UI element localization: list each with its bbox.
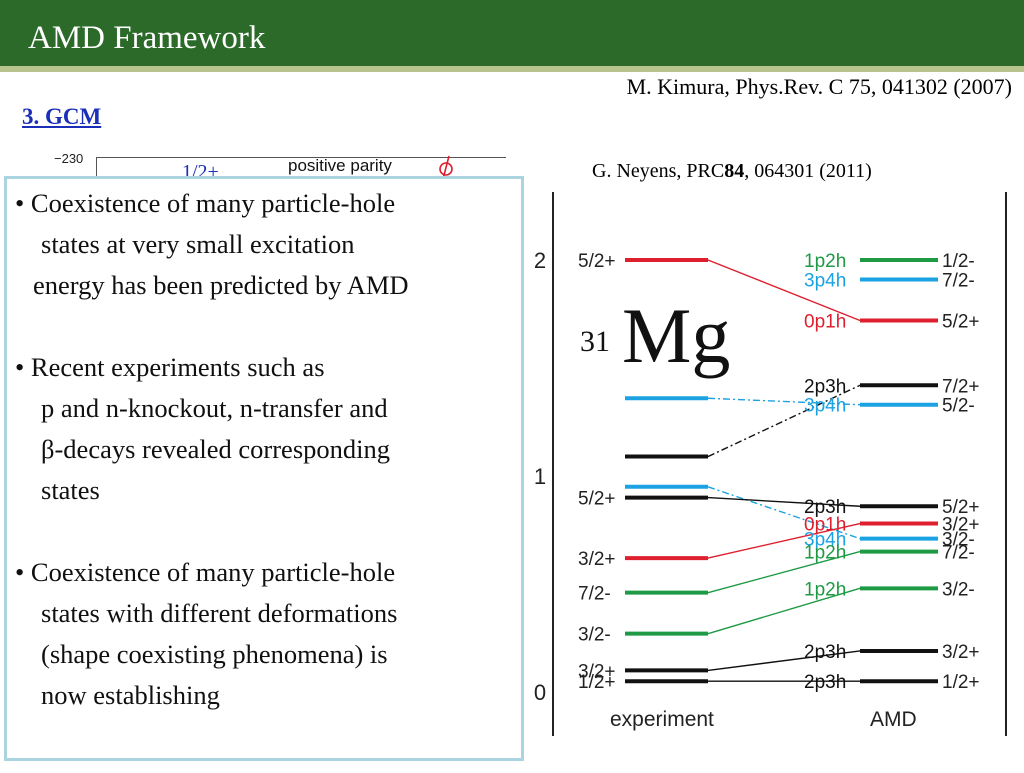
amd-level-config-3p4h-8: 3p4h xyxy=(804,530,846,551)
amd-levels: 0p1h7/2+1p2h1/2-3p4h7/2-0p1h5/2+2p3h7/2+… xyxy=(804,143,980,693)
amd-level-spin-1: 1/2- xyxy=(942,251,975,272)
axis-ticks: 0 1 2 xyxy=(534,248,546,705)
amd-level-spin-3: 5/2+ xyxy=(942,311,980,332)
amd-level-spin-11: 3/2+ xyxy=(942,642,980,663)
amd-level-config-0p1h-7: 0p1h xyxy=(804,515,846,536)
diagram-frame xyxy=(552,192,1007,736)
amd-level-spin-9: 7/2- xyxy=(942,543,975,564)
level-scheme-svg: 012 31 Mg 5/2+5/2+3/2+7/2-3/2-3/2+1/2+ 0… xyxy=(534,143,1007,736)
experiment-level-spin-6: 3/2+ xyxy=(578,549,616,570)
reference-kimura: M. Kimura, Phys.Rev. C 75, 041302 (2007) xyxy=(626,74,1012,99)
title-bar-underline xyxy=(0,66,1024,72)
experiment-level-spin-10: 1/2+ xyxy=(578,672,616,693)
amd-level-spin-12: 1/2+ xyxy=(942,672,980,693)
connection-4 xyxy=(707,496,861,507)
level-connections xyxy=(707,259,861,682)
figure-tick-label: −230 xyxy=(54,151,84,166)
connection-6 xyxy=(707,550,861,594)
amd-level-config-2p3h-12: 2p3h xyxy=(804,672,846,693)
experiment-level-spin-7: 7/2- xyxy=(578,584,611,605)
reference-neyens: G. Neyens, PRC84, 064301 (2011) xyxy=(592,160,872,183)
bullet-1-line-3: energy has been predicted by AMD xyxy=(33,270,409,300)
figure-frame-top xyxy=(96,157,506,158)
experiment-level-spin-8: 3/2- xyxy=(578,625,611,646)
reference-neyens-volume: 84 xyxy=(724,160,745,182)
axis-tick-label-1: 1 xyxy=(534,464,546,489)
amd-level-config-1p2h-9: 1p2h xyxy=(804,543,846,564)
axis-tick-label-0: 0 xyxy=(534,680,546,705)
connection-5 xyxy=(707,522,861,559)
amd-level-spin-8: 3/2- xyxy=(942,530,975,551)
bullet-1-line-1: • Coexistence of many particle-hole xyxy=(15,188,396,218)
bullet-2-line-4: states xyxy=(41,475,100,505)
nucleus-mass-number: 31 xyxy=(580,325,610,358)
amd-level-config-2p3h-6: 2p3h xyxy=(804,497,846,518)
amd-level-config-1p2h-1: 1p2h xyxy=(804,251,846,272)
bullet-2-line-1: • Recent experiments such as xyxy=(15,352,325,382)
section-label[interactable]: 3. GCM xyxy=(22,104,102,129)
nucleus-symbol: Mg xyxy=(622,292,730,379)
connection-7 xyxy=(707,587,861,635)
connection-2 xyxy=(707,384,861,458)
level-scheme-diagram: 012 31 Mg 5/2+5/2+3/2+7/2-3/2-3/2+1/2+ 0… xyxy=(530,143,1024,768)
bullet-2-line-2: p and n-knockout, n-transfer and xyxy=(41,393,388,423)
amd-level-spin-7: 3/2+ xyxy=(942,515,980,536)
reference-neyens-prefix: G. Neyens, PRC xyxy=(592,160,725,182)
amd-level-config-2p3h-11: 2p3h xyxy=(804,642,846,663)
connection-8 xyxy=(707,650,861,672)
amd-level-config-1p2h-10: 1p2h xyxy=(804,579,846,600)
connection-0 xyxy=(707,259,861,322)
figure-legend-label: positive parity xyxy=(288,156,392,175)
reference-neyens-suffix: , 064301 (2011) xyxy=(744,160,872,182)
experiment-level-spin-5: 5/2+ xyxy=(578,489,616,510)
slide-title: AMD Framework xyxy=(28,20,266,56)
amd-level-spin-2: 7/2- xyxy=(942,270,975,291)
amd-level-config-2p3h-4: 2p3h xyxy=(804,376,846,397)
figure-marker-icon xyxy=(439,155,453,180)
bullet-3-line-1: • Coexistence of many particle-hole xyxy=(15,557,396,587)
experiment-level-spin-9: 3/2+ xyxy=(578,661,616,682)
column-label-amd: AMD xyxy=(870,708,917,731)
title-bar xyxy=(0,0,1024,66)
bullet-3-line-2: states with different deformations xyxy=(41,598,398,628)
amd-level-spin-5: 5/2- xyxy=(942,396,975,417)
figure-frame-left xyxy=(96,157,97,190)
bullet-1-line-2: states at very small excitation xyxy=(41,229,355,259)
axis-tick-label-2: 2 xyxy=(534,248,546,273)
amd-level-spin-10: 3/2- xyxy=(942,579,975,600)
connection-1 xyxy=(707,397,861,406)
experiment-levels: 5/2+5/2+3/2+7/2-3/2-3/2+1/2+ xyxy=(578,150,708,693)
experiment-level-spin-1: 5/2+ xyxy=(578,251,616,272)
bullet-2-line-3: β-decays revealed corresponding xyxy=(41,434,390,464)
amd-level-config-0p1h-3: 0p1h xyxy=(804,311,846,332)
amd-level-config-3p4h-2: 3p4h xyxy=(804,270,846,291)
column-label-experiment: experiment xyxy=(610,708,714,731)
amd-level-spin-6: 5/2+ xyxy=(942,497,980,518)
amd-level-config-3p4h-5: 3p4h xyxy=(804,396,846,417)
amd-level-spin-4: 7/2+ xyxy=(942,376,980,397)
bullet-3-line-4: now establishing xyxy=(41,680,220,710)
bullet-3-line-3: (shape coexisting phenomena) is xyxy=(41,639,388,669)
summary-text-box: • Coexistence of many particle-hole stat… xyxy=(4,176,524,761)
connection-3 xyxy=(707,486,861,540)
